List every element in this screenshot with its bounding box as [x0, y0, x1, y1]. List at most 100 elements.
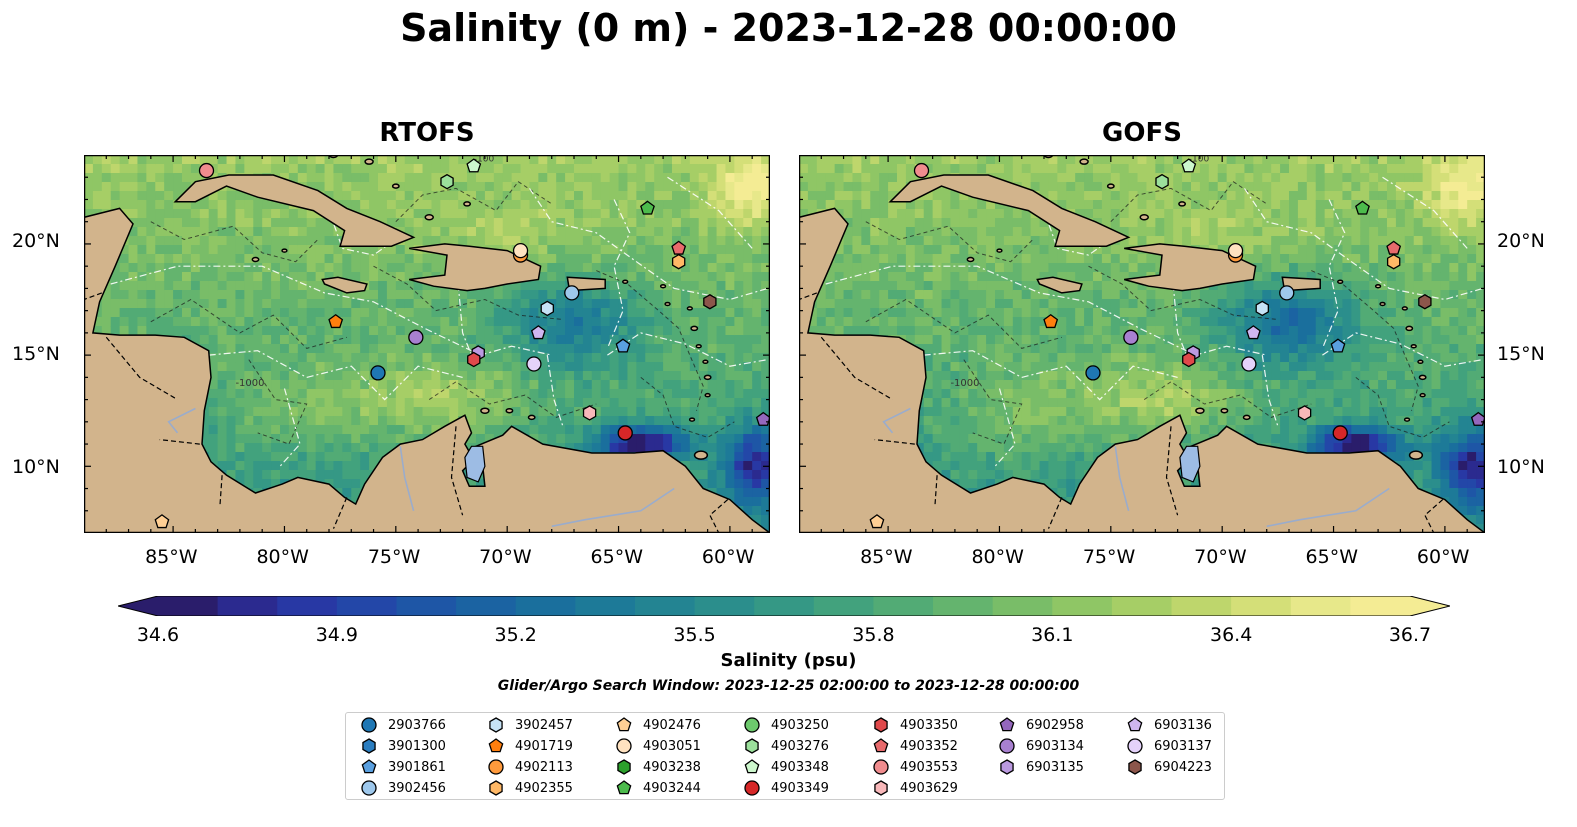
legend-marker-4903250 — [744, 717, 760, 733]
legend-marker-4903051 — [616, 738, 632, 754]
gofs-island — [996, 248, 1003, 253]
rtofs-float-3902457 — [540, 300, 554, 317]
legend-item: 4903244 — [615, 778, 701, 798]
legend-marker-4903238 — [617, 759, 631, 775]
gofs-contour-label-100: -100 — [1189, 155, 1210, 165]
rtofs-island — [622, 279, 629, 284]
pentagon-marker-icon — [361, 759, 377, 774]
legend-item: 4903051 — [615, 736, 701, 756]
rtofs-island — [391, 183, 400, 189]
rtofs-island — [695, 343, 702, 349]
gofs-float-4903350 — [1182, 351, 1196, 368]
rtofs-land-jamaica — [321, 276, 368, 294]
rtofs-float-6903134 — [408, 329, 424, 345]
pentagon-marker-icon — [999, 717, 1015, 732]
circle-marker-icon — [361, 717, 377, 733]
circle-marker-icon — [1127, 738, 1143, 754]
legend-marker-4903629 — [874, 780, 888, 796]
gofs-land-jamaica — [1036, 276, 1083, 294]
rtofs-eez-boundaries — [88, 176, 768, 467]
colorbar-segment — [873, 596, 934, 616]
rtofs-float-4903276 — [440, 173, 454, 190]
legend-marker-6903135 — [1000, 759, 1014, 775]
legend-label: 4902355 — [515, 780, 573, 796]
lon-label-right-85w: 85°W — [860, 546, 913, 568]
legend-label: 6903136 — [1154, 717, 1212, 733]
rtofs-float-3901861 — [615, 338, 631, 353]
gofs-island — [1401, 306, 1408, 311]
gofs-float-6904223 — [1418, 293, 1432, 310]
colorbar-segment — [1290, 596, 1351, 616]
legend-item: 6903135 — [998, 757, 1084, 777]
pentagon-marker-icon — [1127, 717, 1143, 732]
gofs-land-cuba — [888, 174, 1131, 247]
legend-label: 4902476 — [643, 717, 701, 733]
legend-label: 4903350 — [900, 717, 958, 733]
legend-marker-6903136 — [1127, 717, 1143, 732]
rtofs-land-central — [84, 157, 770, 533]
lon-label-left-70w: 70°W — [479, 546, 532, 568]
lon-label-right-80w: 80°W — [971, 546, 1024, 568]
rtofs-land-cuba — [173, 174, 416, 247]
panel-title-gofs: GOFS — [1102, 118, 1182, 148]
rtofs-tick-marks — [84, 155, 770, 533]
lat-label-right-20n: 20°N — [1497, 230, 1545, 252]
colorbar-segment — [1052, 596, 1113, 616]
colorbar-segment — [1111, 596, 1173, 616]
pentagon-marker-icon — [488, 738, 504, 753]
lon-label-left-60w: 60°W — [701, 546, 755, 568]
rtofs-float-6903136 — [530, 325, 546, 340]
gofs-land-hispaniola — [1124, 243, 1257, 292]
colorbar-tick-label: 35.5 — [673, 624, 716, 646]
legend-label: 4903051 — [643, 738, 701, 754]
legend-item: 3902456 — [360, 778, 446, 798]
legend-label: 4903352 — [900, 738, 958, 754]
rtofs-land-hispaniola — [409, 243, 542, 292]
rtofs-island — [703, 374, 712, 381]
colorbar-extend-high — [1410, 596, 1450, 616]
pentagon-marker-icon — [616, 780, 632, 795]
lon-label-left-85w: 85°W — [145, 546, 198, 568]
rtofs-island — [505, 407, 514, 414]
legend-item: 4903348 — [743, 757, 829, 777]
gofs-island — [1410, 343, 1417, 349]
legend-marker-3902456 — [361, 780, 377, 796]
gofs-lake-maracaibo — [1179, 445, 1201, 483]
colorbar-segment — [515, 596, 576, 616]
legend-item: 4902476 — [615, 715, 701, 735]
gofs-island — [1079, 158, 1089, 165]
hexagon-marker-icon — [874, 780, 888, 796]
rtofs-island — [686, 306, 693, 311]
legend-marker-4902476 — [616, 717, 632, 732]
colorbar-tick-label: 35.2 — [494, 624, 537, 646]
gofs-tick-marks — [799, 155, 1485, 533]
circle-marker-icon — [744, 717, 760, 733]
colorbar-segment — [933, 596, 994, 616]
rtofs-float-4902476 — [154, 514, 170, 529]
colorbar-segment — [575, 596, 636, 616]
gofs-island — [1337, 279, 1344, 284]
legend-label: 6903134 — [1026, 738, 1084, 754]
gofs-float-3902457 — [1255, 300, 1269, 317]
legend-marker-4903350 — [874, 717, 888, 733]
legend-label: 4902113 — [515, 759, 573, 775]
legend-marker-6902958 — [999, 717, 1015, 732]
gofs-contour-label-1000: -1000 — [950, 378, 979, 389]
gofs-island — [1418, 374, 1427, 381]
rtofs-bathymetry-contours — [105, 181, 735, 521]
gofs-float-6903137 — [1241, 356, 1257, 372]
gofs-float-2903766 — [1085, 365, 1101, 381]
gofs-island — [1178, 201, 1187, 207]
rtofs-island — [659, 283, 667, 289]
circle-marker-icon — [873, 759, 889, 775]
rtofs-island — [688, 417, 696, 422]
legend-marker-4903349 — [744, 780, 760, 796]
gofs-float-4903051 — [1227, 242, 1244, 259]
legend-marker-4903244 — [616, 780, 632, 795]
float-legend: 2903766 3901300 3901861 3902456 3902457 49017… — [345, 712, 1225, 800]
legend-marker-4903352 — [873, 738, 889, 753]
legend-marker-4903553 — [873, 759, 889, 775]
legend-marker-4903276 — [745, 738, 759, 754]
gofs-float-4902355 — [1386, 253, 1401, 270]
legend-marker-3901861 — [361, 759, 377, 774]
